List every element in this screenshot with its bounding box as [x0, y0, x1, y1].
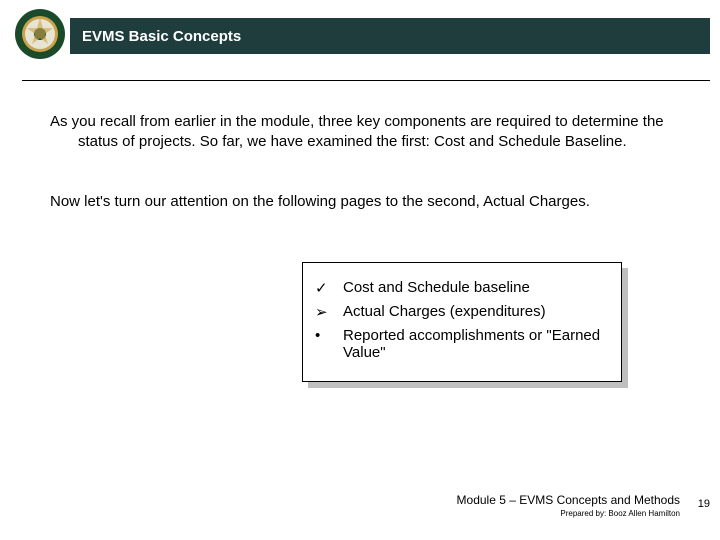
body-paragraph-1: As you recall from earlier in the module…	[22, 112, 690, 151]
body-paragraph-2: Now let's turn our attention on the foll…	[22, 192, 690, 212]
footer-module-text: Module 5 – EVMS Concepts and Methods	[457, 493, 680, 507]
list-item-text: Actual Charges (expenditures)	[343, 303, 546, 320]
slide-title: EVMS Basic Concepts	[82, 28, 241, 45]
list-item: ✓ Cost and Schedule baseline	[315, 279, 609, 297]
bullet-icon: •	[315, 327, 333, 344]
slide-footer: Module 5 – EVMS Concepts and Methods Pre…	[457, 493, 680, 518]
horizontal-rule	[22, 80, 710, 81]
list-item: ➢ Actual Charges (expenditures)	[315, 303, 609, 321]
list-item-text: Reported accomplishments or "Earned Valu…	[343, 327, 609, 361]
arrow-icon: ➢	[315, 303, 333, 321]
agency-seal	[14, 8, 66, 60]
page-number: 19	[698, 498, 710, 510]
footer-prepared-text: Prepared by: Booz Allen Hamilton	[457, 509, 680, 518]
slide-title-bar: EVMS Basic Concepts	[70, 18, 710, 54]
callout-box: ✓ Cost and Schedule baseline ➢ Actual Ch…	[302, 262, 622, 382]
checkmark-icon: ✓	[315, 279, 333, 297]
list-item-text: Cost and Schedule baseline	[343, 279, 530, 296]
list-item: • Reported accomplishments or "Earned Va…	[315, 327, 609, 361]
callout-content: ✓ Cost and Schedule baseline ➢ Actual Ch…	[302, 262, 622, 382]
